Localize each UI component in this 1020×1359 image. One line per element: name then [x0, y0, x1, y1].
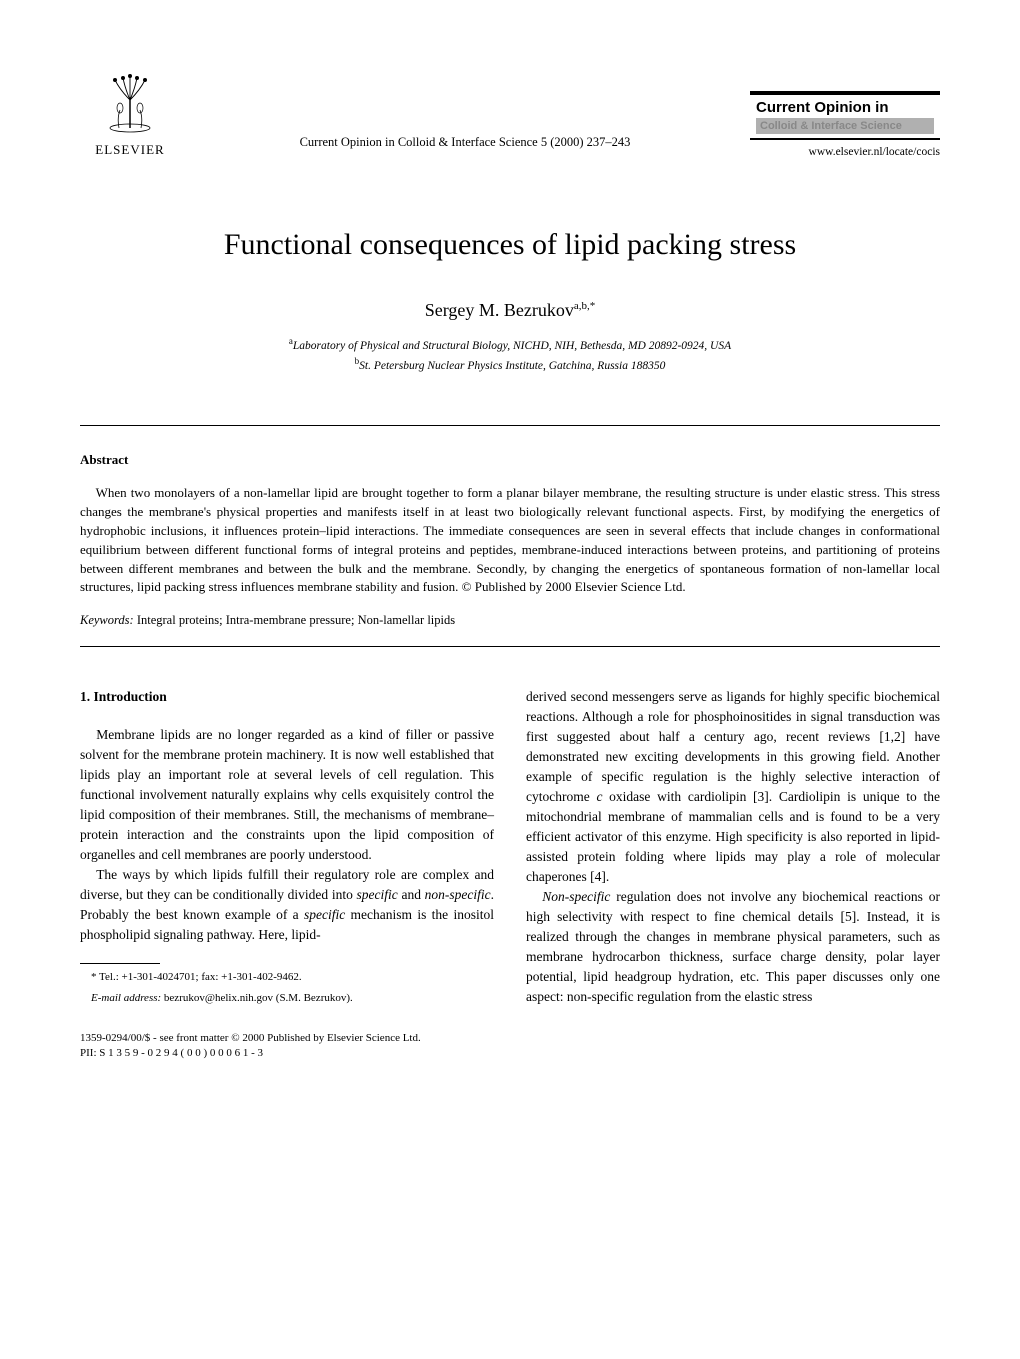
journal-url: www.elsevier.nl/locate/cocis	[750, 146, 940, 158]
publisher-logo: ELSEVIER	[80, 70, 180, 158]
section-1-heading: 1. Introduction	[80, 687, 494, 707]
footnote-email-label: E-mail address:	[91, 992, 161, 1004]
footnote-email: E-mail address: bezrukov@helix.nih.gov (…	[80, 991, 494, 1006]
keywords-text: Integral proteins; Intra-membrane pressu…	[137, 613, 455, 627]
term-specific-2: specific	[304, 907, 345, 922]
divider-bottom	[80, 646, 940, 647]
publisher-name: ELSEVIER	[95, 142, 164, 158]
article-title: Functional consequences of lipid packing…	[80, 228, 940, 262]
divider-top	[80, 425, 940, 426]
col1-para-1: Membrane lipids are no longer regarded a…	[80, 725, 494, 865]
abstract-text: When two monolayers of a non-lamellar li…	[80, 484, 940, 597]
affiliation-a: Laboratory of Physical and Structural Bi…	[293, 340, 731, 352]
journal-banner: Current Opinion in Colloid & Interface S…	[750, 91, 940, 140]
col2-para-2: Non-specific regulation does not involve…	[526, 887, 940, 1007]
journal-banner-subtitle: Colloid & Interface Science	[756, 118, 934, 134]
journal-banner-box: Current Opinion in Colloid & Interface S…	[750, 91, 940, 158]
footer-line-2: PII: S 1 3 5 9 - 0 2 9 4 ( 0 0 ) 0 0 0 6…	[80, 1046, 940, 1061]
column-left: 1. Introduction Membrane lipids are no l…	[80, 687, 494, 1007]
footnote-contact: * Tel.: +1-301-4024701; fax: +1-301-402-…	[80, 970, 494, 985]
footnote-rule	[80, 963, 160, 964]
body-columns: 1. Introduction Membrane lipids are no l…	[80, 687, 940, 1007]
affiliation-b: St. Petersburg Nuclear Physics Institute…	[359, 360, 665, 372]
term-specific: specific	[357, 887, 398, 902]
abstract-heading: Abstract	[80, 452, 940, 468]
column-right: derived second messengers serve as ligan…	[526, 687, 940, 1007]
keywords-line: Keywords: Integral proteins; Intra-membr…	[80, 613, 940, 628]
author-name: Sergey M. Bezrukov	[425, 300, 574, 320]
affiliations: aLaboratory of Physical and Structural B…	[80, 335, 940, 375]
author-line: Sergey M. Bezrukova,b,*	[80, 300, 940, 321]
header-row: ELSEVIER Current Opinion in Colloid & In…	[80, 70, 940, 158]
elsevier-tree-icon	[95, 70, 165, 140]
term-non-specific: non-specific	[425, 887, 491, 902]
footer-line-1: 1359-0294/00/$ - see front matter © 2000…	[80, 1031, 940, 1046]
keywords-label: Keywords:	[80, 613, 134, 627]
author-sup: a,b,*	[574, 300, 595, 312]
footnote-email-value: bezrukov@helix.nih.gov (S.M. Bezrukov).	[164, 992, 353, 1004]
term-non-specific-2: Non-specific	[542, 889, 610, 904]
journal-banner-title: Current Opinion in	[756, 99, 934, 116]
journal-citation: Current Opinion in Colloid & Interface S…	[180, 135, 750, 158]
col1-para-2: The ways by which lipids fulfill their r…	[80, 865, 494, 945]
footer-meta: 1359-0294/00/$ - see front matter © 2000…	[80, 1031, 940, 1062]
col2-para-1: derived second messengers serve as ligan…	[526, 687, 940, 887]
